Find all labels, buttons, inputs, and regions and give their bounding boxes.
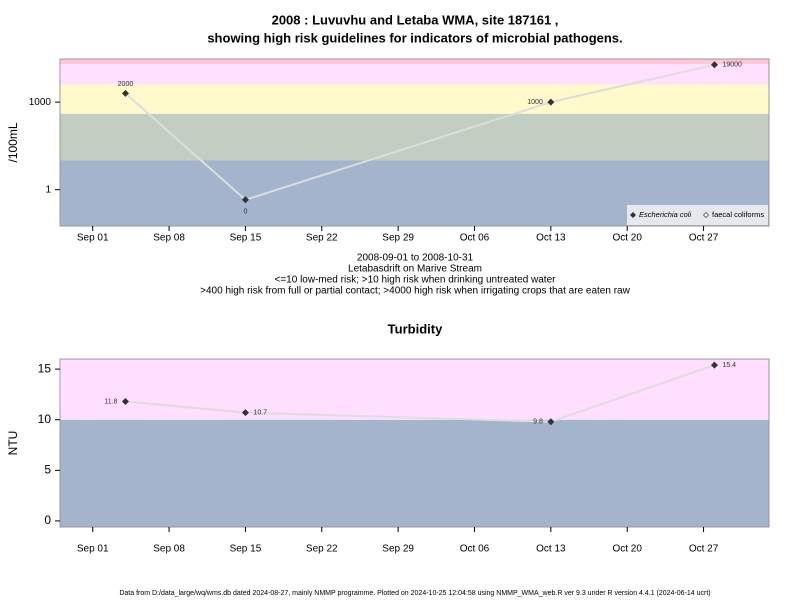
y-tick-label: 10 (38, 412, 52, 426)
x-tick-label: Oct 20 (612, 233, 642, 244)
risk-band (60, 84, 769, 114)
plot-frame (59, 58, 770, 227)
legend-label: Escherichia coli (639, 210, 691, 219)
chart-title: Turbidity (388, 321, 443, 336)
series-line (124, 63, 715, 201)
data-label: 15.4 (722, 362, 736, 369)
x-tick-label: Oct 27 (689, 544, 719, 555)
x-axis-note: Letabasdrift on Marive Stream (348, 264, 482, 275)
x-tick-label: Sep 15 (230, 544, 262, 555)
x-tick-label: Sep 22 (306, 544, 338, 555)
y-tick-label: 0 (44, 513, 51, 527)
legend-marker (630, 212, 636, 218)
data-point (710, 361, 718, 369)
data-label: 11.8 (104, 398, 117, 405)
data-point (710, 61, 718, 69)
x-tick-label: Sep 29 (382, 544, 414, 555)
data-label: 19000 (722, 62, 742, 69)
data-label: 2000 (118, 81, 134, 88)
legend: Escherichia coli faecal coliforms (627, 205, 768, 225)
legend-box (627, 205, 768, 225)
x-tick-label: Sep 08 (153, 544, 185, 555)
x-axis-note: <=10 low-med risk; >10 high risk when dr… (275, 275, 557, 286)
data-point (547, 98, 555, 106)
data-point (121, 89, 129, 97)
y-tick-label: 1000 (29, 97, 52, 108)
risk-band (60, 359, 769, 420)
y-axis-label: NTU (6, 431, 20, 456)
x-tick-label: Oct 06 (460, 233, 490, 244)
x-tick-label: Sep 29 (382, 233, 414, 244)
data-point (121, 398, 129, 406)
y-tick-label: 1 (45, 184, 51, 195)
x-tick-label: Oct 13 (536, 544, 566, 555)
x-tick-label: Sep 22 (306, 233, 338, 244)
x-axis-note: 2008-09-01 to 2008-10-31 (357, 253, 474, 264)
data-point (241, 196, 249, 204)
chart-title: 2008 : Luvuvhu and Letaba WMA, site 1871… (272, 12, 559, 27)
data-label: 10.7 (253, 409, 267, 416)
x-tick-label: Oct 13 (536, 233, 566, 244)
x-axis-note: >400 high risk from full or partial cont… (200, 286, 630, 297)
x-tick-label: Oct 20 (612, 544, 642, 555)
legend-marker (703, 212, 709, 218)
footer: Data from D:/data_large/wq/wms.db dated … (119, 590, 710, 597)
x-tick-label: Sep 08 (153, 233, 185, 244)
x-tick-label: Sep 01 (77, 544, 109, 555)
x-tick-label: Sep 01 (77, 233, 109, 244)
y-tick-label: 15 (38, 361, 52, 375)
x-tick-label: Oct 06 (460, 544, 490, 555)
x-tick-label: Sep 15 (230, 233, 262, 244)
chart-subtitle: showing high risk guidelines for indicat… (207, 30, 622, 45)
data-point (547, 418, 555, 426)
data-label: 0 (243, 209, 247, 216)
risk-band (60, 64, 769, 85)
y-axis-label: /100mL (6, 122, 20, 162)
legend-label: faecal coliforms (712, 210, 764, 219)
data-point (241, 409, 249, 417)
risk-band (60, 419, 769, 527)
data-label: 9.8 (533, 419, 543, 426)
risk-band (60, 113, 769, 161)
y-tick-label: 5 (44, 462, 51, 476)
risk-band (60, 59, 769, 65)
data-label: 1000 (527, 99, 543, 106)
plot-frame (59, 358, 770, 528)
series-line (125, 364, 715, 423)
x-tick-label: Oct 27 (689, 233, 719, 244)
